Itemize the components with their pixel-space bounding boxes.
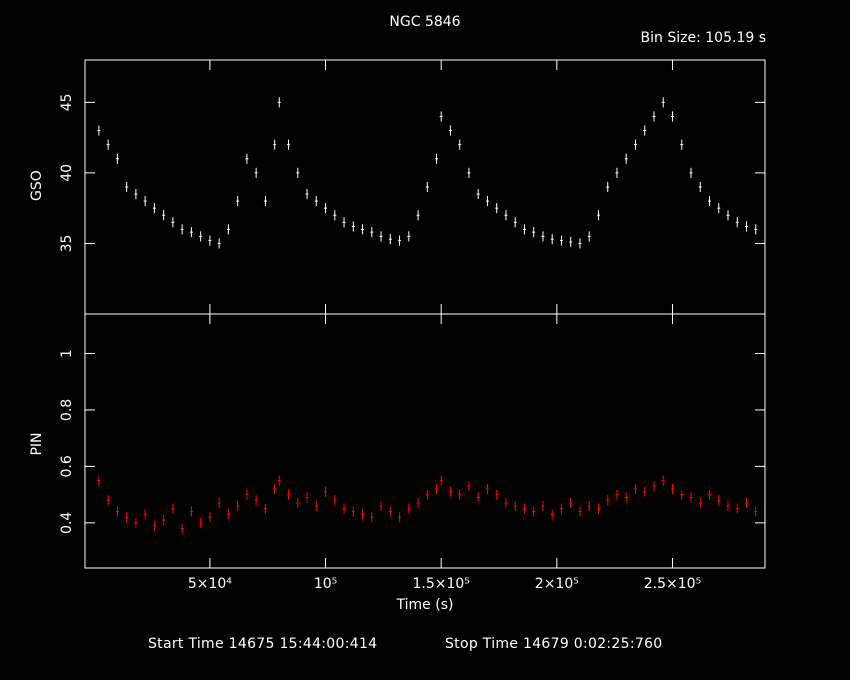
y-tick-label: 1 bbox=[59, 349, 75, 358]
stop-time-label: Stop Time 14679 0:02:25:760 bbox=[445, 636, 663, 652]
y-tick-label: 45 bbox=[59, 93, 75, 111]
x-tick-label: 5×10⁴ bbox=[188, 576, 232, 592]
bin-size-label: Bin Size: 105.19 s bbox=[640, 30, 766, 46]
x-tick-label: 10⁵ bbox=[314, 576, 337, 592]
gso-axis-label: GSO bbox=[29, 170, 45, 201]
panel-frame bbox=[84, 313, 766, 569]
y-tick-label: 0.4 bbox=[59, 512, 75, 534]
x-tick-label: 2.5×10⁵ bbox=[644, 576, 701, 592]
start-time-label: Start Time 14675 15:44:00:414 bbox=[148, 636, 378, 652]
time-axis-label: Time (s) bbox=[396, 597, 454, 613]
y-tick-label: 40 bbox=[59, 164, 75, 182]
y-tick-label: 0.6 bbox=[59, 455, 75, 477]
x-tick-label: 2×10⁵ bbox=[535, 576, 579, 592]
x-tick-label: 1.5×10⁵ bbox=[412, 576, 469, 592]
y-tick-label: 35 bbox=[59, 235, 75, 253]
y-tick-label: 0.8 bbox=[59, 399, 75, 421]
chart-title: NGC 5846 bbox=[389, 14, 461, 30]
pin-axis-label: PIN bbox=[29, 432, 45, 456]
